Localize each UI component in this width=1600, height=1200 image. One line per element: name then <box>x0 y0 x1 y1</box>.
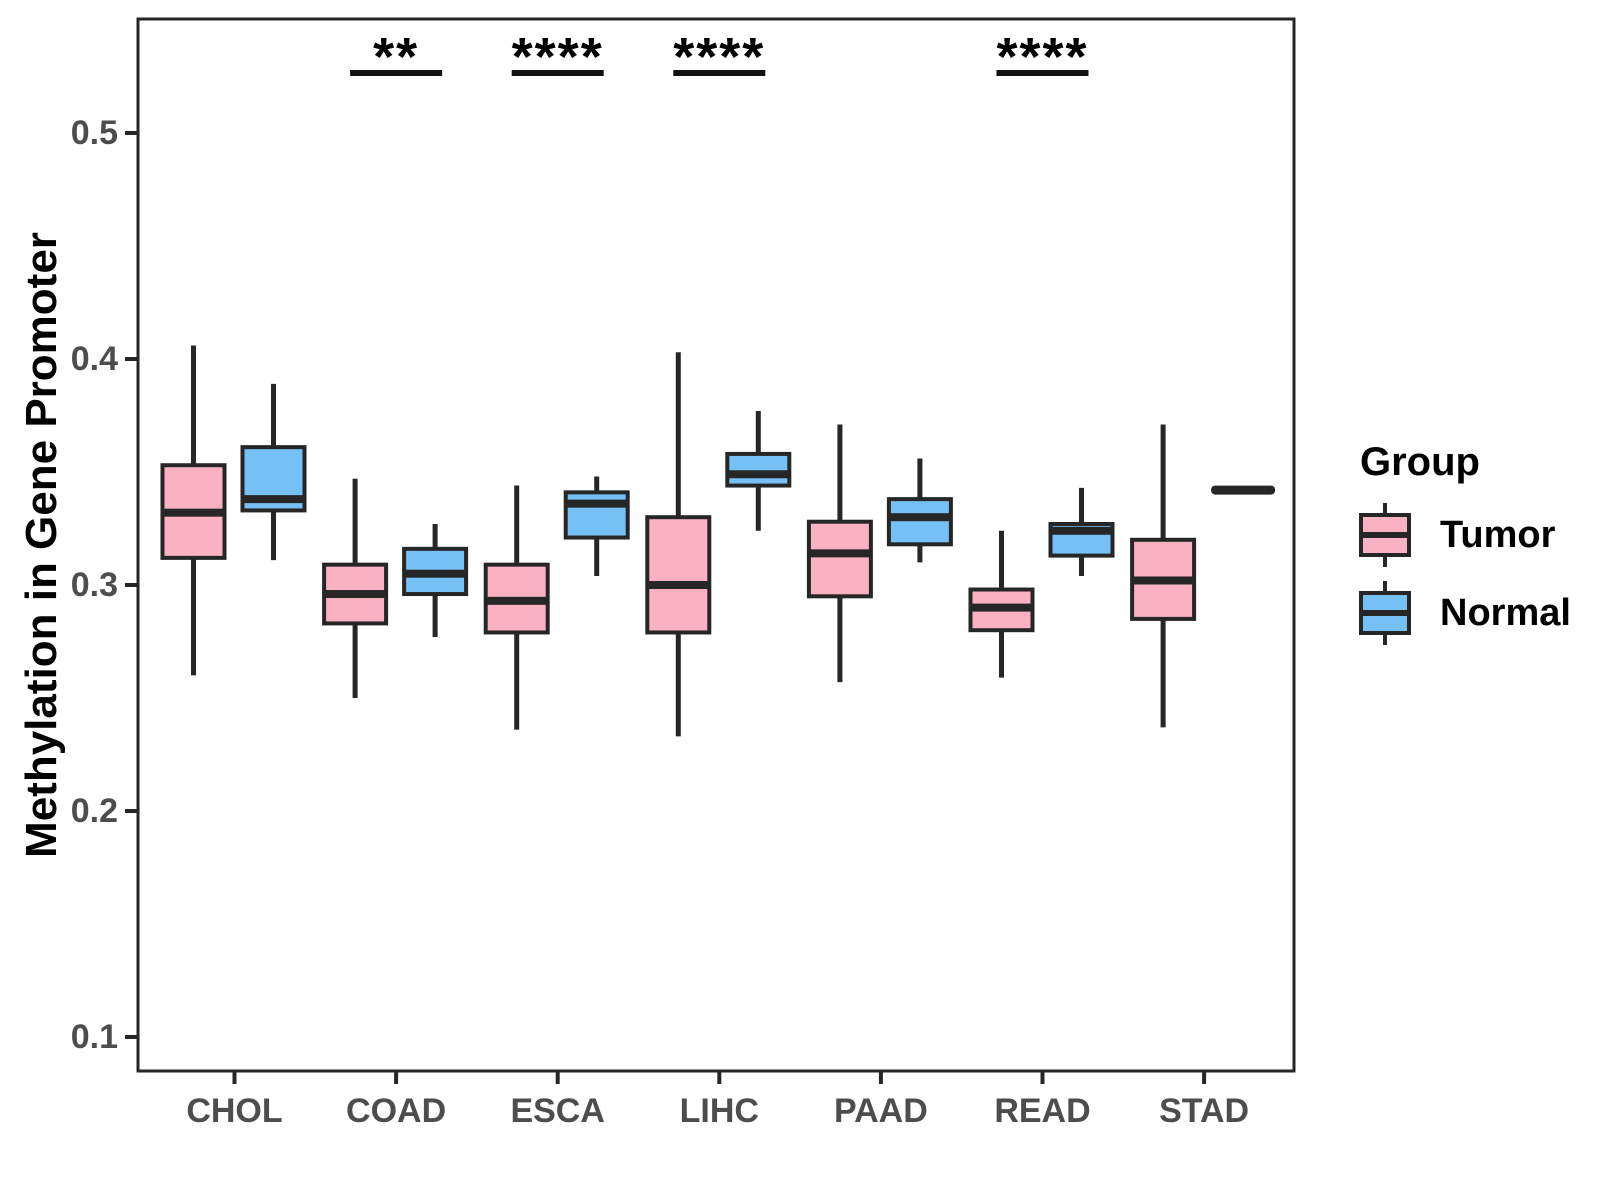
median-normal-ESCA <box>565 499 628 508</box>
box-normal-LIHC <box>725 451 792 488</box>
median-tumor-COAD <box>324 590 387 599</box>
significance-stars-READ: **** <box>996 27 1089 87</box>
x-tick-label-COAD: COAD <box>346 1092 447 1130</box>
legend: Group Tumor Normal <box>1356 440 1571 647</box>
y-tick-label-0.2: 0.2 <box>70 792 118 830</box>
y-tick-label-0.1: 0.1 <box>70 1018 118 1056</box>
significance-line-READ <box>996 70 1089 76</box>
significance-line-LIHC <box>673 70 766 76</box>
boxplot-dash-normal-STAD <box>1211 485 1276 495</box>
x-tick-label-LIHC: LIHC <box>679 1092 759 1130</box>
box-normal-PAAD <box>886 497 953 547</box>
legend-label-normal: Normal <box>1440 591 1571 634</box>
significance-stars-ESCA: **** <box>511 27 604 87</box>
median-tumor-ESCA <box>485 596 548 605</box>
tumor-boxplot-key-icon <box>1359 503 1411 567</box>
significance-line-COAD <box>350 70 443 76</box>
box-tumor-LIHC <box>645 515 712 635</box>
y-axis-title: Methylation in Gene Promoter <box>17 232 66 858</box>
normal-boxplot-key-icon <box>1359 581 1411 645</box>
median-normal-PAAD <box>888 513 951 522</box>
y-tick-label-0.3: 0.3 <box>70 566 118 604</box>
x-tick-label-CHOL: CHOL <box>186 1092 283 1130</box>
median-normal-LIHC <box>727 470 790 479</box>
significance-stars-COAD: ** <box>373 27 420 87</box>
box-tumor-PAAD <box>806 519 873 599</box>
legend-title: Group <box>1360 440 1480 484</box>
y-tick-label-0.4: 0.4 <box>70 340 118 378</box>
median-normal-COAD <box>404 569 467 578</box>
median-tumor-STAD <box>1132 576 1195 585</box>
median-tumor-CHOL <box>162 508 225 517</box>
median-tumor-LIHC <box>647 581 710 589</box>
y-tick-label-0.5: 0.5 <box>70 114 118 152</box>
median-normal-CHOL <box>242 495 305 504</box>
median-tumor-READ <box>970 603 1033 612</box>
box-normal-ESCA <box>563 490 630 540</box>
x-tick-label-READ: READ <box>994 1092 1091 1130</box>
median-normal-READ <box>1050 526 1113 535</box>
median-tumor-PAAD <box>808 549 871 558</box>
significance-line-ESCA <box>511 70 604 76</box>
significance-stars-LIHC: **** <box>673 27 766 87</box>
x-tick-label-ESCA: ESCA <box>510 1092 605 1130</box>
x-tick-label-PAAD: PAAD <box>833 1092 928 1130</box>
legend-item-tumor: Tumor <box>1356 501 1571 569</box>
legend-item-normal: Normal <box>1356 579 1571 647</box>
panel-border <box>136 17 1296 1073</box>
x-tick-label-STAD: STAD <box>1159 1092 1250 1130</box>
legend-label-tumor: Tumor <box>1440 513 1556 556</box>
